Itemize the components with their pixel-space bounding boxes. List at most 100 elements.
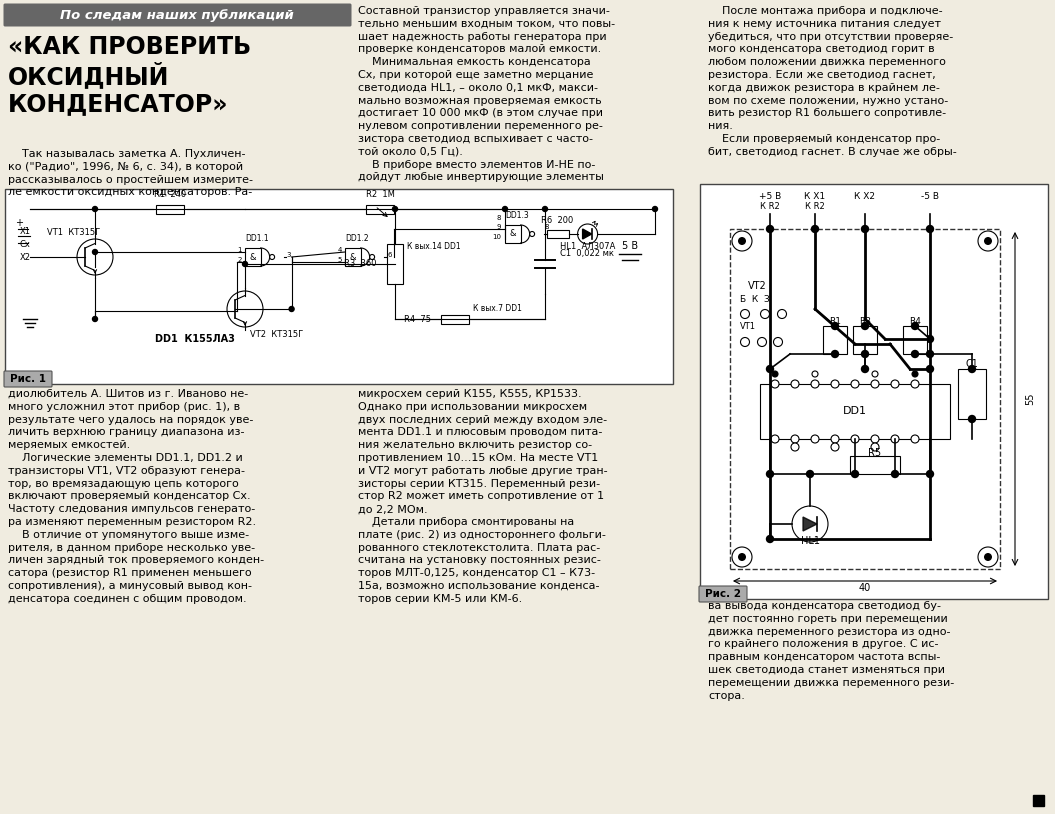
Bar [903, 326, 927, 354]
Text: R1  240: R1 240 [154, 190, 186, 199]
Bar [245, 248, 261, 266]
Circle shape [831, 435, 839, 443]
Bar [1033, 795, 1044, 806]
Bar [156, 204, 184, 213]
Text: &: & [349, 252, 356, 261]
FancyBboxPatch shape [4, 371, 52, 387]
Text: DD1  К155ЛА3: DD1 К155ЛА3 [155, 334, 235, 344]
Circle shape [926, 351, 934, 357]
Circle shape [289, 307, 294, 312]
Text: К R2: К R2 [760, 202, 780, 211]
Circle shape [978, 231, 998, 251]
Circle shape [912, 322, 919, 330]
Bar [730, 229, 1000, 569]
Circle shape [791, 380, 799, 388]
Text: 1: 1 [237, 247, 242, 253]
Text: К вых.7 DD1: К вых.7 DD1 [473, 304, 522, 313]
Text: R4  75: R4 75 [404, 314, 431, 323]
Circle shape [738, 553, 746, 561]
Text: Так называлась заметка А. Пухличен-
ко ("Радио", 1996, № 6, с. 34), в которой
ра: Так называлась заметка А. Пухличен- ко (… [8, 149, 253, 198]
Circle shape [767, 536, 773, 542]
Circle shape [767, 365, 773, 373]
Circle shape [757, 338, 767, 347]
Circle shape [741, 338, 749, 347]
Circle shape [812, 371, 818, 377]
Text: &: & [510, 230, 516, 239]
Text: &: & [249, 252, 256, 261]
Text: 6: 6 [387, 252, 392, 258]
Bar [958, 369, 986, 419]
Circle shape [811, 435, 819, 443]
Text: DD1.2: DD1.2 [345, 234, 369, 243]
Text: После монтажа прибора и подключе-
ния к нему источника питания следует
убедиться: После монтажа прибора и подключе- ния к … [708, 6, 957, 157]
Text: 40: 40 [859, 583, 871, 593]
Polygon shape [582, 229, 592, 239]
Circle shape [738, 237, 746, 245]
Bar [5, 189, 673, 384]
Circle shape [778, 309, 786, 318]
Text: 2: 2 [237, 257, 242, 263]
Circle shape [806, 470, 813, 478]
Circle shape [831, 380, 839, 388]
Circle shape [891, 470, 899, 478]
Text: Рис. 1: Рис. 1 [9, 374, 46, 384]
Circle shape [968, 365, 976, 373]
Circle shape [767, 225, 773, 233]
Circle shape [862, 351, 868, 357]
FancyBboxPatch shape [3, 3, 351, 27]
Text: ва вывода конденсатора светодиод бу-
дет постоянно гореть при перемещении
движка: ва вывода конденсатора светодиод бу- дет… [708, 601, 955, 701]
Circle shape [968, 415, 976, 422]
Bar [345, 248, 361, 266]
Circle shape [912, 435, 919, 443]
Text: 4: 4 [338, 247, 342, 253]
Text: 3: 3 [287, 252, 291, 258]
Circle shape [791, 443, 799, 451]
Text: микросхем серий К155, К555, КР1533.
Однако при использовании микросхем
двух посл: микросхем серий К155, К555, КР1533. Одна… [358, 389, 608, 604]
Bar [850, 456, 900, 474]
Circle shape [912, 371, 918, 377]
Bar [760, 384, 950, 439]
Bar [853, 326, 877, 354]
Circle shape [851, 380, 859, 388]
Text: 10: 10 [492, 234, 501, 240]
Text: К X1: К X1 [805, 192, 826, 201]
Text: VT1: VT1 [740, 322, 756, 331]
Text: DD1.3: DD1.3 [505, 211, 529, 220]
Circle shape [93, 207, 97, 212]
Text: DD1: DD1 [843, 406, 867, 417]
Bar [701, 184, 1048, 599]
Text: R2  1M: R2 1M [366, 190, 395, 199]
Circle shape [530, 231, 535, 237]
Circle shape [577, 224, 597, 244]
Circle shape [891, 435, 899, 443]
Circle shape [926, 225, 934, 233]
Circle shape [227, 291, 263, 327]
Bar [823, 326, 847, 354]
Circle shape [732, 231, 752, 251]
Text: R4: R4 [909, 317, 921, 326]
Circle shape [912, 351, 919, 357]
Circle shape [93, 317, 97, 322]
Text: Сх: Сх [20, 240, 31, 249]
Circle shape [831, 322, 839, 330]
Bar [505, 225, 520, 243]
Text: VT2: VT2 [748, 281, 767, 291]
Circle shape [767, 470, 773, 478]
Text: «КАК ПРОВЕРИТЬ
ОКСИДНЫЙ
КОНДЕНСАТОР»: «КАК ПРОВЕРИТЬ ОКСИДНЫЙ КОНДЕНСАТОР» [8, 35, 251, 116]
Circle shape [926, 470, 934, 478]
Text: X1: X1 [19, 227, 31, 236]
Circle shape [741, 309, 749, 318]
FancyBboxPatch shape [699, 586, 747, 602]
Text: К X2: К X2 [855, 192, 876, 201]
Circle shape [871, 435, 879, 443]
Text: R5: R5 [868, 448, 882, 458]
Text: VT1  КТ315Г: VT1 КТ315Г [47, 228, 100, 237]
Text: R3  360: R3 360 [345, 260, 377, 269]
Bar [441, 314, 469, 323]
Circle shape [732, 547, 752, 567]
Circle shape [392, 207, 398, 212]
Circle shape [851, 470, 859, 478]
Text: 5: 5 [338, 257, 342, 263]
Circle shape [761, 309, 769, 318]
Circle shape [270, 255, 274, 260]
